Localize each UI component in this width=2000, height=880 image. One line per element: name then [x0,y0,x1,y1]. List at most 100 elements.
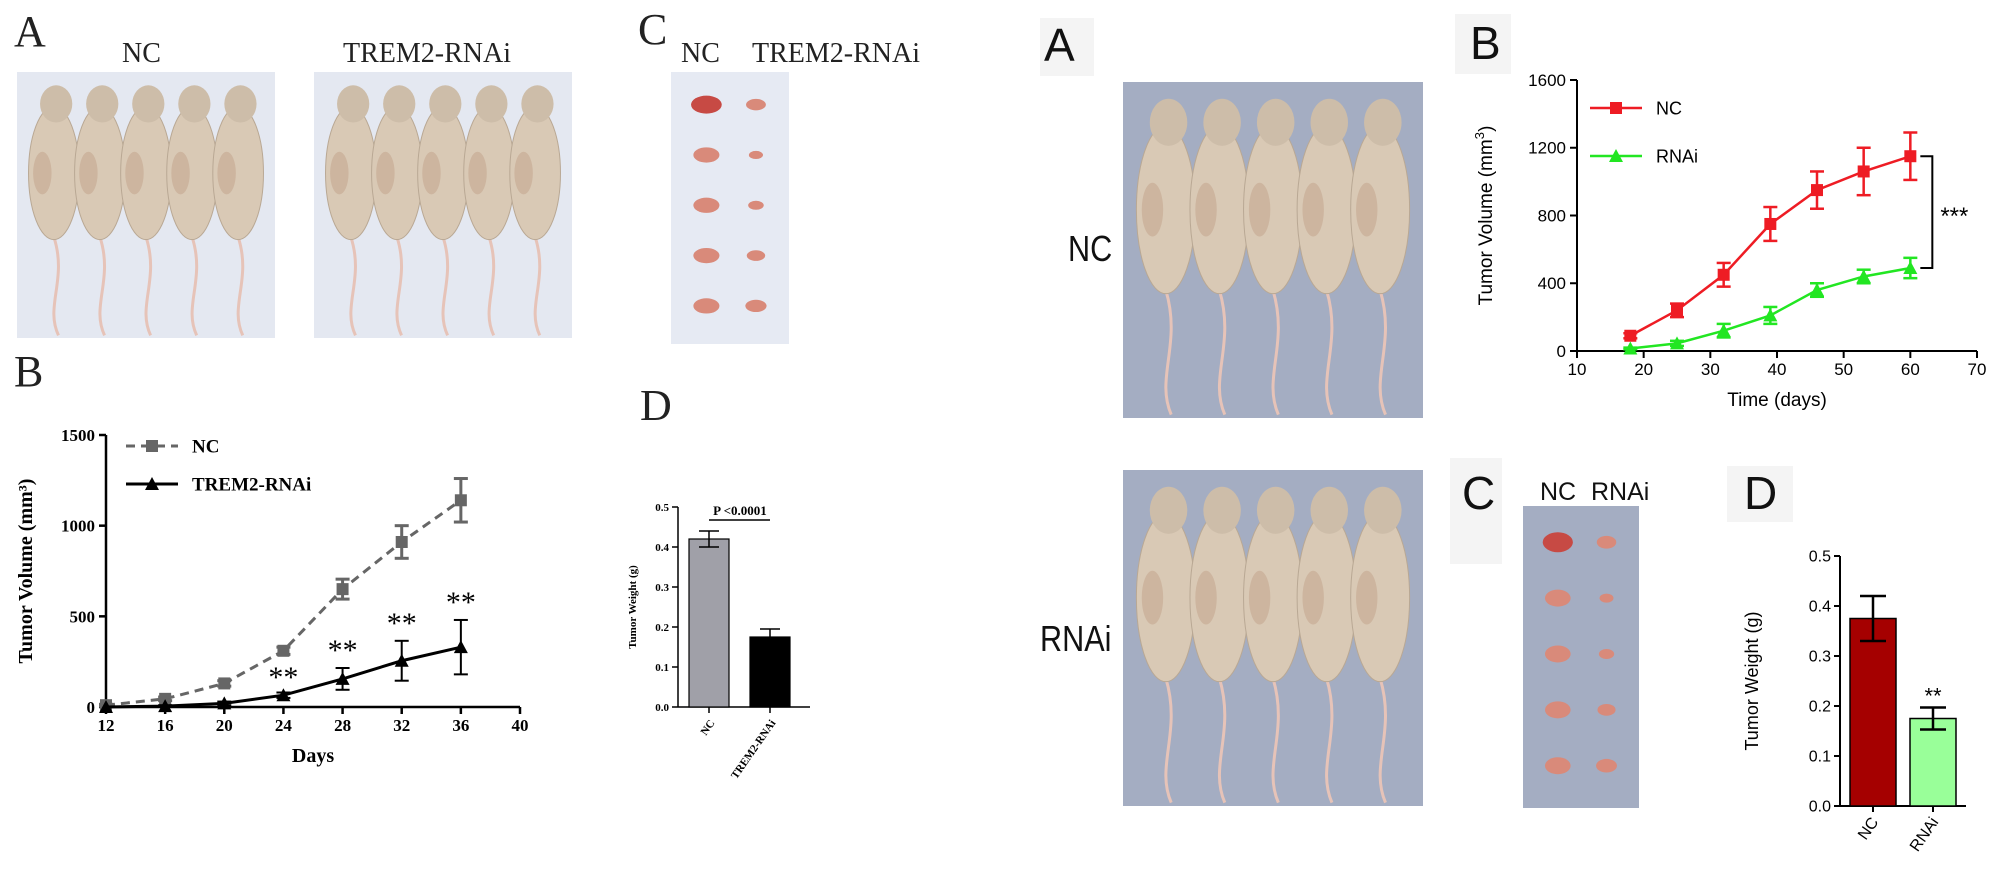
mouse-figure [120,85,172,336]
y-axis-label: Tumor Volume (mm3) [1472,126,1497,306]
significance-annotation: ** [387,607,417,640]
data-point [1810,283,1824,297]
y-tick-label: 0.0 [1809,799,1831,816]
x-tick-label: 50 [1834,360,1853,379]
data-point [1716,323,1731,337]
mouse-figure [1350,98,1411,416]
tumor-nc [1544,589,1571,607]
data-point [1904,150,1917,163]
category-label: NC [699,718,718,738]
significance-bracket [1920,155,1934,270]
y-tick-label: 400 [1538,274,1566,293]
mouse-tumor-bump [1356,570,1378,625]
right-panel-a-letter: A [1044,19,1075,71]
mouse-tail [441,236,450,336]
right-panel-d-letter-bg [1727,466,1793,522]
mouse-head [1203,98,1241,146]
mouse-figure [1296,486,1357,804]
right-panel-b-letter-bg [1455,14,1511,74]
right-panel-d-letter: D [1744,467,1778,519]
data-point [1670,336,1684,350]
right-row-label-rnai: RNAi [1040,618,1112,659]
x-tick-label: 12 [98,716,115,735]
significance-annotation: ** [446,586,476,619]
mouse-head [475,85,508,123]
mouse-tail [1378,677,1387,804]
mice-image [314,72,572,338]
data-point [1763,308,1778,322]
legend-marker [146,440,158,452]
mouse-head [1203,486,1241,534]
mouse-tumor-bump [217,151,236,195]
y-tick-label: 800 [1538,206,1566,225]
mouse-tail [487,236,496,336]
tumor-rnai [748,200,764,210]
right-panel-c-label-rnai: RNAi [1591,478,1650,506]
data-point [336,583,349,596]
left-panel-a-label-nc: NC [122,38,161,69]
tumor-nc [1544,757,1571,775]
tumor-rnai [1598,648,1615,659]
x-tick-label: 32 [393,716,410,735]
left-panel-a-letter: A [14,7,46,56]
significance-annotation: *** [1940,203,1968,230]
photo-background [1523,506,1639,808]
right-row-label-nc: NC [1068,228,1113,269]
tumor-rnai [1597,703,1616,716]
bar-NC [688,538,730,708]
y-axis-label: Tumor Volume (mm³) [15,479,37,664]
y-tick-label: 0.2 [655,622,669,634]
x-tick-label: 60 [1901,360,1920,379]
mouse-head [178,85,211,123]
data-point [454,494,467,507]
mouse-tumor-bump [422,151,441,195]
tumor-nc [1544,701,1571,719]
x-tick-label: 28 [334,716,351,735]
mouse-figure [1189,486,1250,804]
mouse-figure [1135,486,1196,804]
data-point [1717,268,1730,281]
mouse-tumor-bump [1302,570,1324,625]
right-tumor-photo [1523,506,1639,808]
mouse-tumor-bump [1141,570,1164,625]
right-panel-c-label-nc: NC [1540,478,1577,506]
left-tumor-volume-chart: 12 16 20 24 28 32 36 40 0 500 1000 1500 Days Tumor Vo… [15,426,529,767]
data-point [1623,341,1638,355]
tumor-nc [693,298,720,314]
mouse-tail [144,236,153,336]
mouse-tail [349,236,357,336]
legend-marker [1610,102,1622,114]
mouse-tail [98,236,107,336]
y-tick-label: 0.4 [655,542,669,554]
mouse-tumor-bump [1356,182,1378,237]
y-tick-label: 0.3 [1809,649,1831,666]
significance-annotation: ** [1924,684,1942,709]
y-axis-label-superscript: 3 [1472,132,1487,139]
tumor-rnai [748,150,764,160]
y-axis-label-close: ) [1476,126,1497,132]
mouse-head [521,85,554,123]
data-point [1856,269,1871,283]
mouse-tail [52,236,60,336]
left-panel-b-letter: B [14,347,44,396]
tumor-rnai [745,299,767,313]
mouse-tumor-bump [1248,182,1271,237]
mouse-tumor-bump [1195,182,1217,237]
data-point [218,677,231,690]
data-point [453,640,468,654]
x-axis-label: Days [292,745,334,767]
data-point [217,696,232,710]
category-label: RNAi [1907,815,1942,855]
y-tick-label: 1600 [1528,71,1566,90]
left-panel-c-label-nc: NC [681,38,720,69]
x-tick-label: 24 [275,716,293,735]
legend-label: TREM2-RNAi [192,475,311,496]
mouse-tumor-bump [1248,570,1271,625]
right-panel-a-letter-bg [1040,18,1094,76]
left-mice-photo-rnai [314,72,572,338]
tumor-nc [1544,645,1571,663]
right-mice-photo-rnai [1123,470,1423,806]
data-point [1671,304,1683,317]
data-point [1903,261,1918,275]
y-tick-label: 0.3 [655,582,669,594]
